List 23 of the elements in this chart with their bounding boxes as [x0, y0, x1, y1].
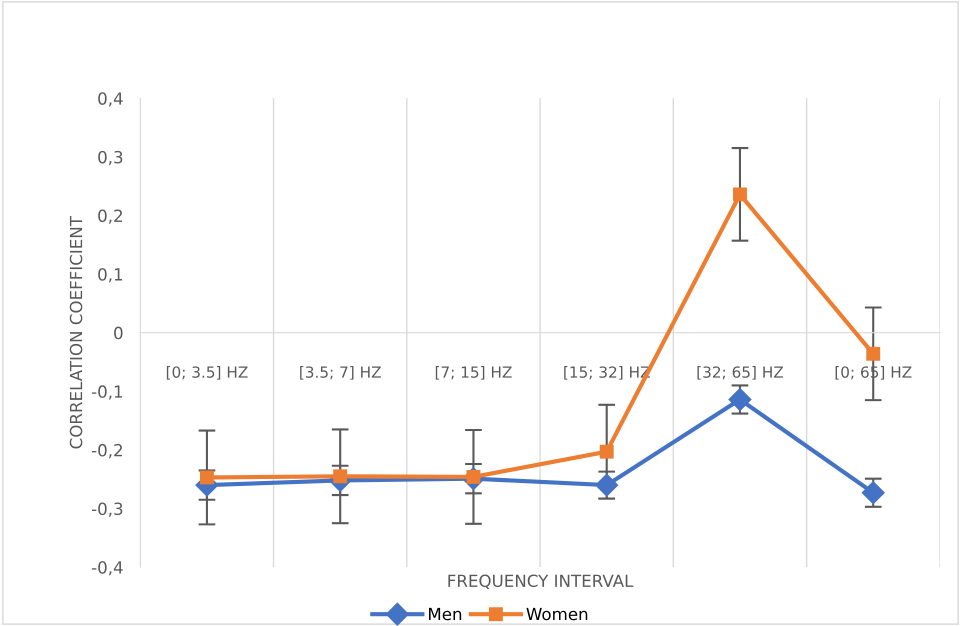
- y-tick-label: -0,2: [92, 444, 122, 458]
- point: [866, 346, 880, 361]
- x-tick-label: [0; 3.5] HZ: [166, 366, 248, 380]
- legend-label: Women: [526, 608, 588, 620]
- y-tick-label: 0,3: [98, 150, 122, 166]
- x-axis-title: FREQUENCY INTERVAL: [448, 574, 634, 589]
- x-tick-label: [7; 15] HZ: [436, 366, 512, 380]
- point: [733, 187, 747, 202]
- y-tick-label: -0,4: [92, 561, 123, 576]
- point: [200, 470, 214, 484]
- y-tick-label: 0,2: [98, 209, 122, 224]
- y-tick-label: 0,4: [98, 92, 123, 107]
- y-tick-label: 0: [114, 326, 123, 340]
- x-tick-label: [32; 65] HZ: [697, 366, 784, 380]
- y-axis-title: CORRELATION COEFFICIENT: [70, 216, 82, 448]
- y-tick-label: 0,1: [98, 268, 122, 282]
- point: [600, 444, 614, 459]
- point: [728, 388, 752, 412]
- legend-label: Men: [428, 608, 462, 620]
- y-tick-label: -0,3: [92, 502, 122, 517]
- point: [862, 481, 885, 504]
- y-tick-label: -0,1: [92, 385, 122, 400]
- x-tick-label: [3.5; 7] HZ: [300, 366, 381, 380]
